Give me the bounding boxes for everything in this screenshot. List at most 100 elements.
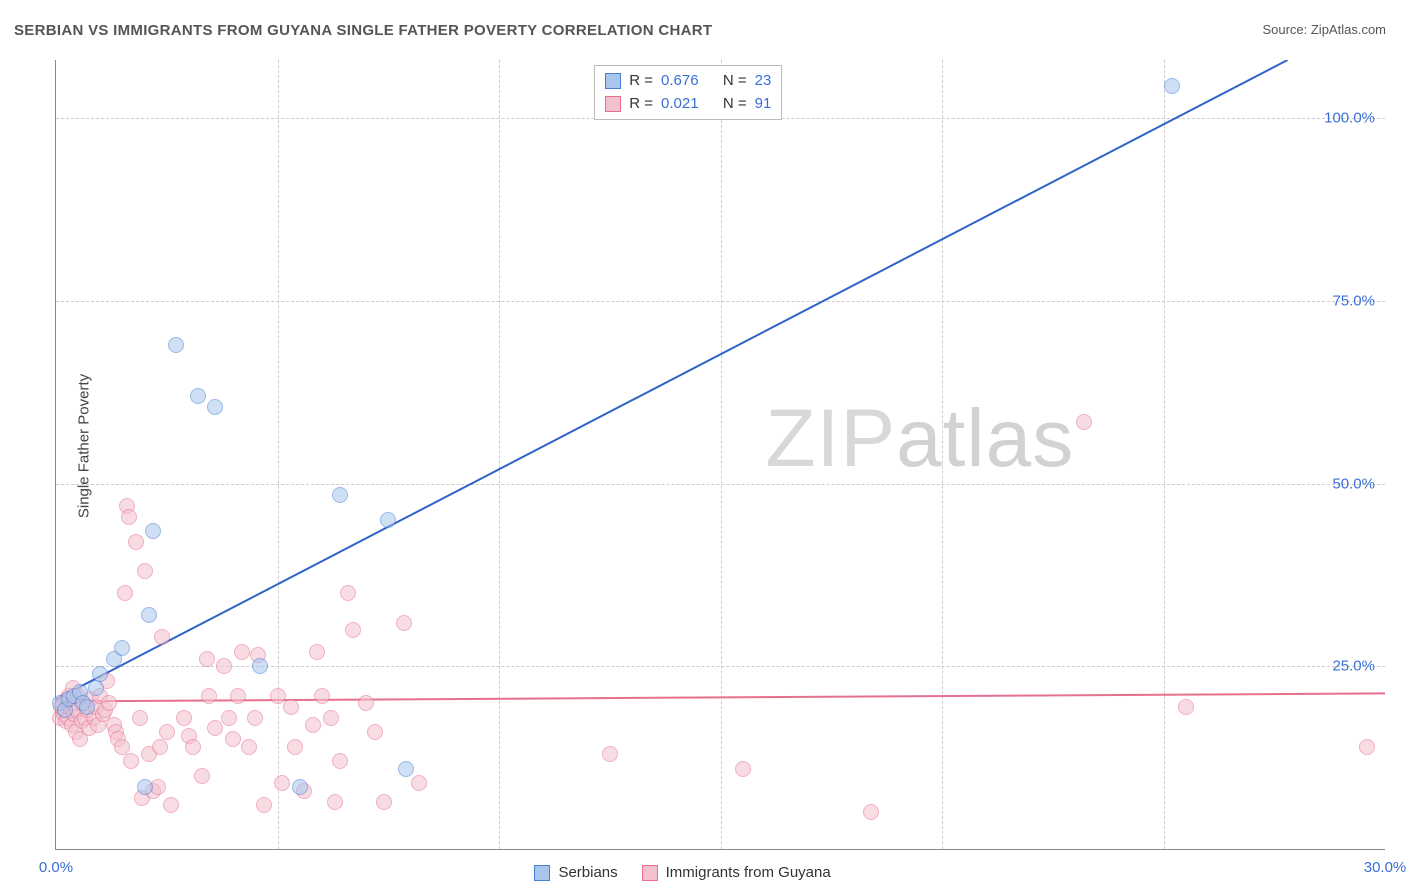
y-tick-label: 100.0% [1324,110,1375,127]
data-point [1359,739,1375,755]
n-label: N = [723,93,747,116]
data-point [201,688,217,704]
x-tick-label: 0.0% [39,859,73,876]
legend-swatch [605,96,621,112]
data-point [216,658,232,674]
data-point [305,717,321,733]
data-point [176,710,192,726]
data-point [327,794,343,810]
legend-swatch [534,865,550,881]
legend-item: Immigrants from Guyana [642,864,831,881]
data-point [411,775,427,791]
series-legend: Serbians Immigrants from Guyana [534,864,830,881]
data-point [114,640,130,656]
gridline-vertical [1164,60,1165,849]
data-point [159,724,175,740]
data-point [345,622,361,638]
data-point [283,699,299,715]
data-point [396,615,412,631]
r-label: R = [629,70,653,93]
data-point [101,695,117,711]
data-point [123,753,139,769]
data-point [199,651,215,667]
data-point [863,804,879,820]
x-tick-label: 30.0% [1364,859,1406,876]
data-point [207,399,223,415]
y-tick-label: 75.0% [1332,293,1375,310]
data-point [114,739,130,755]
data-point [152,739,168,755]
n-value: 23 [755,70,772,93]
r-label: R = [629,93,653,116]
data-point [1164,78,1180,94]
data-point [121,509,137,525]
data-point [168,337,184,353]
data-point [332,753,348,769]
data-point [225,731,241,747]
data-point [185,739,201,755]
data-point [735,761,751,777]
data-point [92,666,108,682]
data-point [137,779,153,795]
r-value: 0.021 [661,93,699,116]
data-point [230,688,246,704]
legend-series-name: Serbians [558,864,617,881]
data-point [398,761,414,777]
gridline-vertical [721,60,722,849]
data-point [340,585,356,601]
legend-series-name: Immigrants from Guyana [666,864,831,881]
chart-container: SERBIAN VS IMMIGRANTS FROM GUYANA SINGLE… [0,0,1406,892]
legend-swatch [642,865,658,881]
data-point [241,739,257,755]
gridline-vertical [278,60,279,849]
data-point [141,607,157,623]
data-point [380,512,396,528]
data-point [88,680,104,696]
trend-line-serbians [56,60,1288,699]
source-attribution: Source: ZipAtlas.com [1262,22,1386,37]
data-point [221,710,237,726]
data-point [367,724,383,740]
data-point [332,487,348,503]
data-point [287,739,303,755]
data-point [323,710,339,726]
legend-item: Serbians [534,864,617,881]
data-point [128,534,144,550]
data-point [247,710,263,726]
data-point [79,699,95,715]
data-point [190,388,206,404]
r-value: 0.676 [661,70,699,93]
watermark: ZIPatlas [765,392,1074,486]
data-point [145,523,161,539]
data-point [256,797,272,813]
data-point [309,644,325,660]
data-point [194,768,210,784]
data-point [314,688,330,704]
legend-row: R = 0.021 N = 91 [605,93,771,116]
data-point [117,585,133,601]
data-point [154,629,170,645]
gridline-vertical [499,60,500,849]
data-point [163,797,179,813]
legend-row: R = 0.676 N = 23 [605,70,771,93]
chart-title: SERBIAN VS IMMIGRANTS FROM GUYANA SINGLE… [14,22,712,39]
legend-swatch [605,73,621,89]
data-point [358,695,374,711]
y-tick-label: 50.0% [1332,475,1375,492]
data-point [274,775,290,791]
data-point [252,658,268,674]
data-point [234,644,250,660]
data-point [376,794,392,810]
correlation-legend: R = 0.676 N = 23 R = 0.021 N = 91 [594,65,782,120]
data-point [1178,699,1194,715]
data-point [292,779,308,795]
n-value: 91 [755,93,772,116]
data-point [137,563,153,579]
data-point [132,710,148,726]
data-point [207,720,223,736]
n-label: N = [723,70,747,93]
y-tick-label: 25.0% [1332,658,1375,675]
data-point [1076,414,1092,430]
plot-area: 25.0%50.0%75.0%100.0%0.0%30.0%ZIPatlasR … [55,60,1385,850]
data-point [602,746,618,762]
